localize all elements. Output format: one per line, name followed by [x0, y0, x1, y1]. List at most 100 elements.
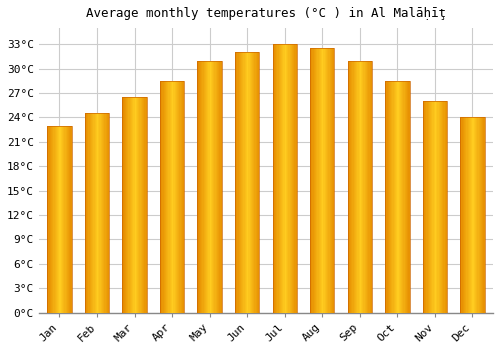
Bar — [62, 126, 63, 313]
Bar — [324, 48, 326, 313]
Title: Average monthly temperatures (°C ) in Al Malāḥīţ: Average monthly temperatures (°C ) in Al… — [86, 7, 446, 20]
Bar — [97, 113, 98, 313]
Bar — [54, 126, 56, 313]
Bar — [103, 113, 104, 313]
Bar — [435, 101, 436, 313]
Bar — [162, 81, 164, 313]
Bar — [328, 48, 330, 313]
Bar — [58, 126, 59, 313]
Bar — [370, 61, 371, 313]
Bar — [87, 113, 88, 313]
Bar — [214, 61, 216, 313]
Bar — [402, 81, 404, 313]
Bar — [165, 81, 166, 313]
Bar — [327, 48, 328, 313]
Bar — [160, 81, 184, 313]
Bar — [174, 81, 176, 313]
Bar — [358, 61, 360, 313]
Bar — [296, 44, 297, 313]
Bar — [471, 118, 472, 313]
Bar — [286, 44, 287, 313]
Bar — [482, 118, 484, 313]
Bar — [204, 61, 206, 313]
Bar — [430, 101, 431, 313]
Bar — [364, 61, 366, 313]
Bar — [466, 118, 468, 313]
Bar — [68, 126, 69, 313]
Bar — [100, 113, 102, 313]
Bar — [356, 61, 358, 313]
Bar — [160, 81, 161, 313]
Bar — [134, 97, 136, 313]
Bar — [200, 61, 201, 313]
Bar — [137, 97, 138, 313]
Bar — [290, 44, 291, 313]
Bar — [474, 118, 475, 313]
Bar — [122, 97, 146, 313]
Bar — [178, 81, 180, 313]
Bar — [143, 97, 144, 313]
Bar — [318, 48, 320, 313]
Bar — [241, 52, 242, 313]
Bar — [434, 101, 435, 313]
Bar — [69, 126, 70, 313]
Bar — [385, 81, 386, 313]
Bar — [166, 81, 167, 313]
Bar — [280, 44, 281, 313]
Bar — [281, 44, 282, 313]
Bar — [432, 101, 434, 313]
Bar — [70, 126, 72, 313]
Bar — [235, 52, 236, 313]
Bar — [441, 101, 442, 313]
Bar — [361, 61, 362, 313]
Bar — [404, 81, 406, 313]
Bar — [408, 81, 410, 313]
Bar — [394, 81, 395, 313]
Bar — [60, 126, 62, 313]
Bar — [247, 52, 248, 313]
Bar — [272, 44, 297, 313]
Bar — [136, 97, 137, 313]
Bar — [330, 48, 331, 313]
Bar — [398, 81, 400, 313]
Bar — [138, 97, 140, 313]
Bar — [322, 48, 324, 313]
Bar — [406, 81, 407, 313]
Bar — [198, 61, 200, 313]
Bar — [216, 61, 217, 313]
Bar — [470, 118, 471, 313]
Bar — [431, 101, 432, 313]
Bar — [254, 52, 256, 313]
Bar — [164, 81, 165, 313]
Bar — [348, 61, 372, 313]
Bar — [476, 118, 478, 313]
Bar — [104, 113, 106, 313]
Bar — [472, 118, 474, 313]
Bar — [201, 61, 202, 313]
Bar — [50, 126, 51, 313]
Bar — [391, 81, 392, 313]
Bar — [131, 97, 132, 313]
Bar — [354, 61, 355, 313]
Bar — [248, 52, 250, 313]
Bar — [238, 52, 240, 313]
Bar — [258, 52, 260, 313]
Bar — [90, 113, 91, 313]
Bar — [91, 113, 92, 313]
Bar — [67, 126, 68, 313]
Bar — [207, 61, 208, 313]
Bar — [291, 44, 292, 313]
Bar — [274, 44, 275, 313]
Bar — [462, 118, 464, 313]
Bar — [392, 81, 394, 313]
Bar — [57, 126, 58, 313]
Bar — [108, 113, 109, 313]
Bar — [396, 81, 398, 313]
Bar — [128, 97, 130, 313]
Bar — [125, 97, 126, 313]
Bar — [198, 61, 222, 313]
Bar — [63, 126, 64, 313]
Bar — [401, 81, 402, 313]
Bar — [352, 61, 354, 313]
Bar — [211, 61, 212, 313]
